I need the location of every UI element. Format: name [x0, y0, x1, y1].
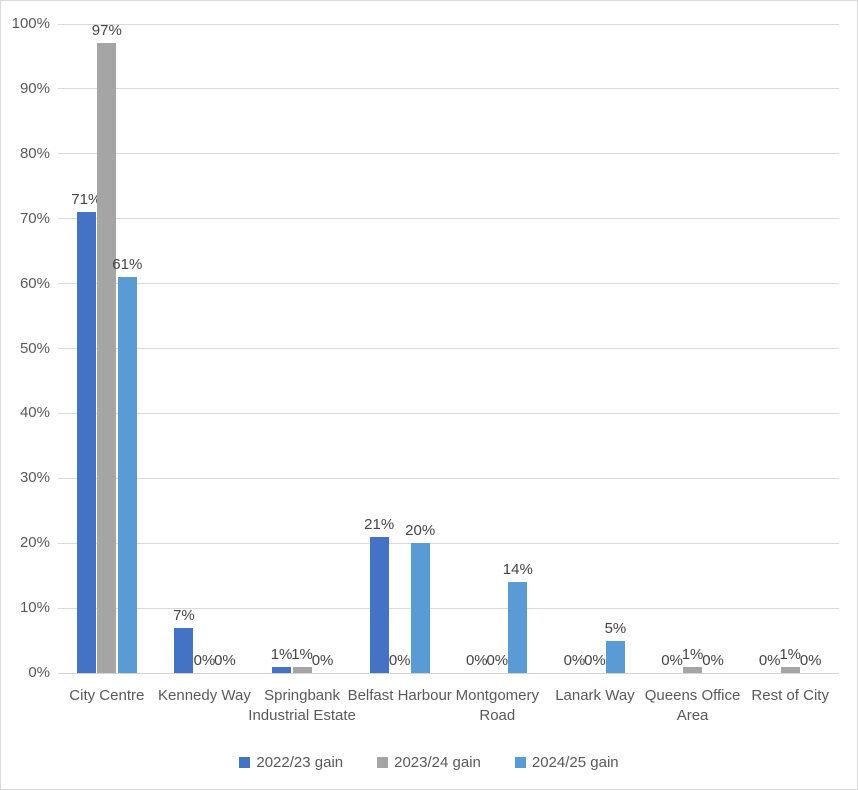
gridline — [58, 348, 839, 349]
bar-2024-25-gain-0 — [117, 277, 137, 673]
bar-2023-24-gain-2 — [292, 666, 312, 673]
gridline — [58, 542, 839, 544]
y-tick-label: 40% — [19, 404, 50, 422]
data-label: 20% — [405, 522, 436, 540]
x-category-label: Rest of City — [751, 687, 829, 704]
bar-2023-24-gain-7 — [780, 666, 800, 673]
legend-label: 2022/23 gain — [256, 754, 344, 771]
legend-label: 2023/24 gain — [394, 754, 481, 771]
y-tick-label: 80% — [19, 144, 50, 162]
data-label: 0% — [486, 652, 509, 669]
y-tick-label: 10% — [19, 599, 50, 617]
x-axis-line — [58, 673, 839, 674]
data-label: 0% — [465, 652, 488, 669]
y-tick-label: 90% — [19, 79, 50, 97]
gridline — [58, 477, 839, 479]
y-tick-label: 0% — [28, 664, 50, 681]
y-tick-label: 60% — [19, 274, 50, 292]
legend-label: 2024/25 gain — [531, 754, 619, 771]
x-category-label: Kennedy Way — [158, 687, 251, 704]
y-tick-label: 20% — [19, 534, 50, 552]
y-axis: 0% 10% 20% 30% 40% 50% 60% 70% 80% 90% 100% — [1, 16, 58, 681]
data-label: 0% — [584, 652, 606, 669]
bar-2024-25-gain-5 — [605, 640, 625, 673]
x-category-label: Springbank Industrial Estate — [248, 687, 356, 724]
x-category-label: Montgomery Road — [455, 687, 539, 724]
x-category-label: Belfast Harbour — [347, 687, 452, 704]
bar-2023-24-gain-6 — [683, 666, 703, 673]
gridline — [58, 153, 839, 155]
gridline — [58, 283, 839, 285]
gridline — [58, 218, 839, 220]
data-label: 1% — [291, 645, 313, 663]
y-tick-label: 30% — [19, 469, 50, 487]
gridline — [58, 412, 839, 414]
data-label: 21% — [364, 515, 395, 533]
data-label: 97% — [91, 22, 122, 40]
legend: 2022/23 gain 2023/24 gain 2024/25 gain — [1, 754, 857, 771]
legend-swatch-icon — [239, 757, 251, 768]
y-tick-label: 100% — [11, 15, 50, 32]
bar-2024-25-gain-3 — [410, 543, 430, 673]
x-category-label: City Centre — [69, 687, 145, 704]
data-label: 61% — [112, 256, 143, 274]
data-label: 1% — [270, 645, 293, 663]
data-label: 1% — [681, 645, 704, 663]
data-label: 7% — [173, 606, 195, 624]
bar-2022-23-gain-1 — [174, 627, 194, 673]
bar-2022-23-gain-0 — [76, 212, 96, 673]
data-label: 14% — [502, 561, 533, 579]
gridline — [58, 23, 839, 25]
bar-2024-25-gain-4 — [508, 582, 528, 673]
x-category-label: Queens Office Area — [644, 687, 741, 724]
data-label: 0% — [799, 652, 822, 669]
data-label: 0% — [702, 652, 724, 669]
bar-2022-23-gain-3 — [369, 536, 389, 673]
data-label: 5% — [604, 619, 627, 637]
y-tick-label: 50% — [19, 339, 50, 357]
bar-2022-23-gain-2 — [272, 666, 292, 673]
x-axis: City Centre Kennedy Way Springbank Industr… — [58, 686, 839, 756]
x-category-label: Lanark Way — [555, 687, 635, 704]
data-label: 0% — [193, 652, 216, 669]
data-label: 0% — [563, 652, 586, 669]
legend-item: 2022/23 gain — [239, 754, 343, 771]
gridline — [58, 88, 839, 90]
legend-item: 2023/24 gain — [377, 754, 481, 771]
bar-2023-24-gain-0 — [97, 43, 117, 673]
legend-swatch-icon — [514, 757, 526, 768]
data-label: 71% — [71, 191, 102, 209]
gridline — [58, 607, 839, 609]
data-label: 0% — [214, 652, 236, 669]
legend-swatch-icon — [377, 757, 389, 768]
y-tick-label: 70% — [19, 209, 50, 227]
data-label: 1% — [779, 645, 802, 663]
legend-item: 2024/25 gain — [514, 754, 619, 771]
data-label: 0% — [661, 652, 683, 669]
data-label: 0% — [311, 652, 334, 669]
data-label: 0% — [758, 652, 781, 669]
plot-area: 71% 97% 61% 7% 0% 0% 1% 1% 0% 21% 0% 20% 0% 0% 14% 0% 0%… — [58, 22, 839, 674]
data-label: 0% — [388, 652, 411, 669]
